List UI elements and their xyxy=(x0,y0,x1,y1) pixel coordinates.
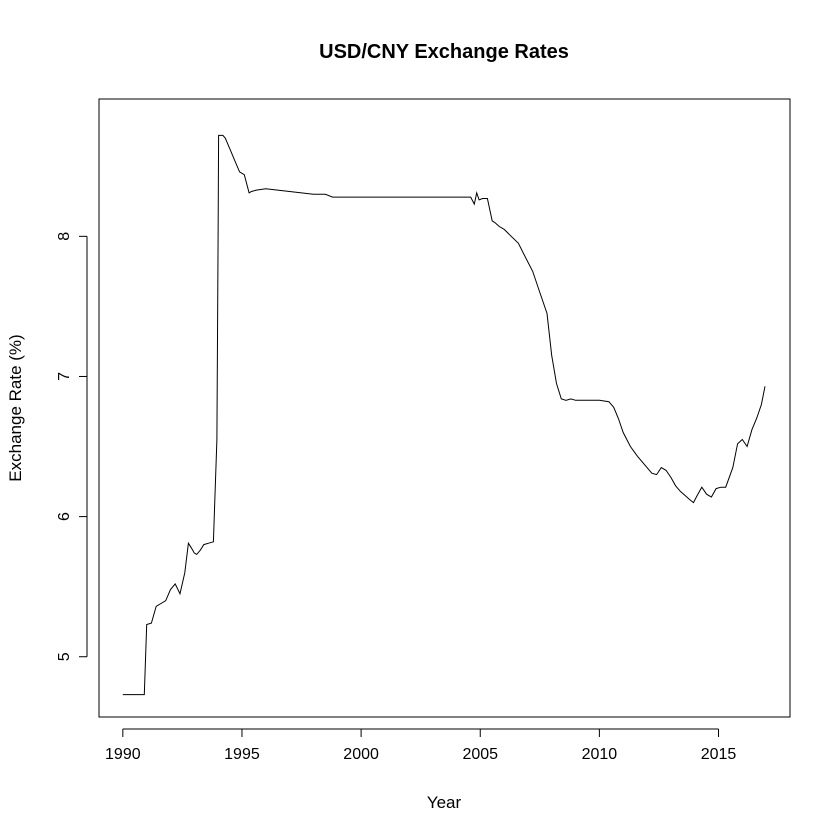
y-tick-label: 7 xyxy=(56,372,73,381)
x-tick-label: 1995 xyxy=(224,746,260,763)
plot-frame xyxy=(98,98,791,718)
y-axis: 5 6 7 8 xyxy=(56,232,88,661)
y-axis-label: Exchange Rate (%) xyxy=(6,334,25,481)
y-tick-label: 6 xyxy=(56,512,73,521)
exchange-rate-line xyxy=(122,134,766,696)
x-tick-label: 2015 xyxy=(701,746,737,763)
chart-title: USD/CNY Exchange Rates xyxy=(319,41,569,63)
y-tick-label: 5 xyxy=(56,652,73,661)
x-tick-label: 2005 xyxy=(462,746,498,763)
x-tick-label: 1990 xyxy=(105,746,141,763)
x-axis: 1990 1995 2000 2005 2010 2015 xyxy=(105,728,737,763)
x-tick-label: 2010 xyxy=(582,746,618,763)
x-tick-label: 2000 xyxy=(343,746,379,763)
x-axis-label: Year xyxy=(427,793,462,812)
y-tick-label: 8 xyxy=(56,232,73,241)
